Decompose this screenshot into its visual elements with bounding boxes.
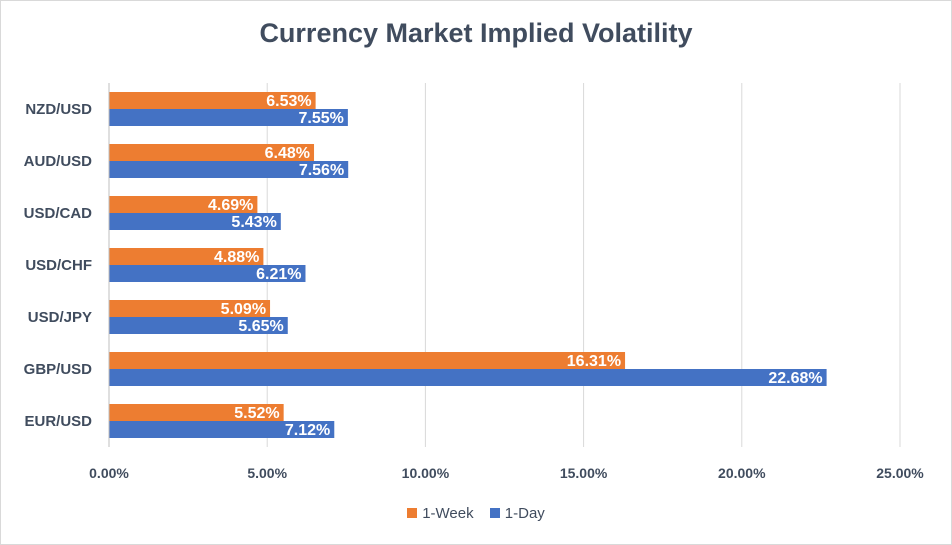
- legend-item-1-day: 1-Day: [489, 505, 545, 522]
- bar-1-week: [109, 92, 316, 109]
- x-tick-label: 20.00%: [718, 465, 766, 481]
- data-label-1-week: 5.09%: [221, 301, 266, 318]
- data-label-1-day: 6.21%: [256, 266, 301, 283]
- data-label-1-week: 6.48%: [265, 145, 310, 162]
- x-tick-label: 10.00%: [402, 465, 450, 481]
- category-label: AUD/USD: [24, 153, 93, 170]
- x-tick-label: 25.00%: [876, 465, 924, 481]
- category-label: USD/CHF: [25, 257, 92, 274]
- data-label-1-day: 7.12%: [285, 422, 330, 439]
- bar-1-week: [109, 248, 264, 265]
- bar-1-day: [109, 369, 827, 386]
- data-label-1-day: 7.56%: [299, 162, 344, 179]
- x-tick-label: 15.00%: [560, 465, 608, 481]
- legend-item-1-week: 1-Week: [407, 505, 474, 522]
- category-label: USD/JPY: [28, 309, 92, 326]
- category-label: USD/CAD: [24, 205, 93, 222]
- bar-1-day: [109, 421, 335, 438]
- x-tick-label: 5.00%: [247, 465, 287, 481]
- data-label-1-week: 16.31%: [567, 353, 621, 370]
- bar-1-week: [109, 352, 626, 369]
- data-label-1-week: 4.88%: [214, 249, 259, 266]
- data-label-1-day: 5.43%: [231, 214, 276, 231]
- category-label: NZD/USD: [25, 101, 92, 118]
- data-label-1-day: 5.65%: [238, 318, 283, 335]
- x-tick-label: 0.00%: [89, 465, 129, 481]
- legend-label-1-day: 1-Day: [504, 505, 545, 522]
- bar-1-week: [109, 300, 271, 317]
- bar-1-day: [109, 109, 348, 126]
- bar-1-week: [109, 144, 315, 161]
- legend-swatch-1-week: [407, 508, 418, 518]
- bar-1-day: [109, 317, 288, 334]
- bar-1-day: [109, 161, 349, 178]
- data-label-1-week: 5.52%: [234, 405, 279, 422]
- chart-title: Currency Market Implied Volatility: [259, 18, 693, 48]
- data-label-1-day: 7.55%: [299, 110, 344, 127]
- legend-label-1-week: 1-Week: [422, 505, 474, 522]
- chart-legend: 1-Week 1-Day: [0, 505, 952, 522]
- data-label-1-day: 22.68%: [768, 370, 822, 387]
- bar-1-day: [109, 265, 306, 282]
- data-label-1-week: 4.69%: [208, 197, 253, 214]
- category-label: EUR/USD: [24, 413, 92, 430]
- bar-1-day: [109, 213, 281, 230]
- category-label: GBP/USD: [24, 361, 93, 378]
- bar-1-week: [109, 196, 258, 213]
- data-label-1-week: 6.53%: [266, 93, 311, 110]
- legend-swatch-1-day: [489, 508, 500, 518]
- bar-1-week: [109, 404, 284, 421]
